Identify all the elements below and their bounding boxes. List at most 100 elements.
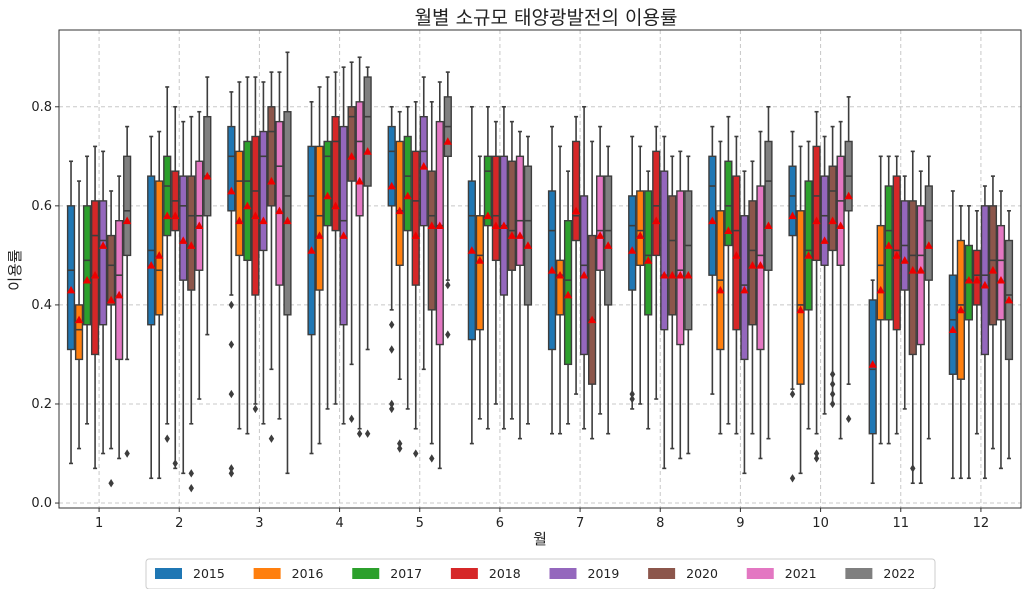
- mean-marker: [660, 270, 669, 279]
- box-2021-6: [515, 130, 525, 440]
- box-iqr: [788, 165, 797, 237]
- mean-marker: [724, 226, 733, 234]
- box-2018-5: [411, 101, 420, 458]
- box-iqr: [163, 155, 172, 237]
- box-2021-2: [195, 110, 204, 400]
- mean-marker: [347, 152, 356, 160]
- box-2019-10: [820, 135, 829, 415]
- mean-marker: [395, 206, 404, 215]
- legend-label: 2022: [883, 566, 915, 581]
- box-iqr: [796, 210, 805, 385]
- outlier-point: [348, 414, 355, 424]
- mean-marker: [363, 147, 372, 155]
- mean-marker: [315, 231, 324, 239]
- outlier-point: [228, 340, 235, 349]
- box-iqr: [467, 180, 476, 341]
- mean-marker: [579, 270, 589, 279]
- box-2019-11: [900, 175, 909, 410]
- legend-item-2020: 2020: [648, 566, 718, 581]
- box-iqr: [395, 140, 404, 266]
- box-iqr: [571, 140, 581, 242]
- outlier-point: [172, 459, 178, 468]
- mean-marker: [547, 266, 557, 274]
- mean-marker: [732, 251, 741, 259]
- x-tick-label: 1: [95, 516, 103, 531]
- legend-label: 2018: [489, 566, 521, 581]
- legend-swatch: [450, 568, 478, 579]
- legend-label: 2020: [686, 566, 718, 581]
- box-iqr: [307, 145, 316, 336]
- mean-marker: [563, 290, 573, 299]
- box-iqr: [475, 215, 484, 331]
- outlier-point: [789, 474, 796, 483]
- box-iqr: [668, 195, 677, 316]
- outlier-point: [397, 444, 403, 453]
- mean-marker: [627, 246, 637, 254]
- box-2021-8: [676, 150, 685, 460]
- mean-marker: [427, 221, 436, 230]
- box-2020-12: [988, 175, 998, 450]
- mean-marker: [106, 295, 116, 304]
- box-iqr: [483, 155, 493, 227]
- box-iqr: [491, 155, 501, 262]
- mean-marker: [644, 256, 653, 264]
- box-iqr: [596, 175, 605, 271]
- legend-label: 2021: [785, 566, 817, 581]
- x-tick-label: 10: [812, 516, 829, 531]
- y-tick-label: 0.4: [31, 298, 52, 313]
- box-2019-6: [499, 105, 509, 430]
- box-2020-8: [668, 155, 677, 450]
- mean-marker: [804, 251, 813, 259]
- box-iqr: [884, 185, 893, 321]
- box-iqr: [179, 175, 188, 281]
- box-2022-8: [684, 155, 693, 455]
- box-2017-9: [724, 115, 733, 425]
- box-2017-3: [243, 76, 252, 435]
- mean-marker: [555, 270, 565, 279]
- box-iqr: [644, 190, 653, 316]
- box-iqr: [331, 115, 340, 232]
- box-2015-9: [708, 125, 717, 395]
- mean-marker: [74, 315, 84, 324]
- box-2020-2: [187, 115, 196, 493]
- mean-marker: [668, 270, 677, 279]
- box-iqr: [836, 155, 845, 266]
- box-iqr: [820, 175, 829, 266]
- legend-swatch: [746, 568, 774, 579]
- box-iqr: [355, 101, 364, 217]
- x-tick-label: 5: [416, 516, 424, 531]
- box-iqr: [676, 190, 685, 346]
- box-iqr: [363, 76, 372, 187]
- box-2016-1: [74, 180, 84, 450]
- series-2021: [114, 56, 1006, 485]
- mean-marker: [956, 305, 966, 314]
- x-axis-title: 월: [533, 530, 547, 548]
- box-2020-6: [507, 120, 517, 420]
- mean-marker: [828, 216, 837, 225]
- box-groups: [66, 51, 1014, 493]
- outlier-point: [910, 464, 916, 473]
- box-iqr: [828, 165, 837, 252]
- mean-marker: [267, 176, 276, 185]
- box-2015-7: [547, 125, 557, 435]
- box-2018-3: [251, 76, 260, 414]
- box-2021-1: [114, 175, 124, 460]
- mean-marker: [748, 261, 757, 269]
- mean-marker: [980, 280, 990, 289]
- mean-marker: [66, 285, 76, 294]
- mean-marker: [323, 191, 332, 200]
- box-iqr: [227, 125, 236, 212]
- legend-swatch: [155, 568, 182, 579]
- mean-marker: [98, 241, 108, 249]
- mean-marker: [243, 201, 252, 210]
- legend-item-2015: 2015: [155, 566, 225, 581]
- box-iqr: [267, 106, 276, 207]
- box-2017-11: [884, 155, 893, 445]
- outlier-point: [829, 370, 836, 379]
- box-2017-4: [323, 76, 332, 410]
- box-iqr: [724, 160, 733, 247]
- box-2017-12: [964, 205, 974, 480]
- box-2018-11: [892, 155, 901, 435]
- box-iqr: [66, 205, 76, 351]
- outlier-point: [397, 439, 403, 448]
